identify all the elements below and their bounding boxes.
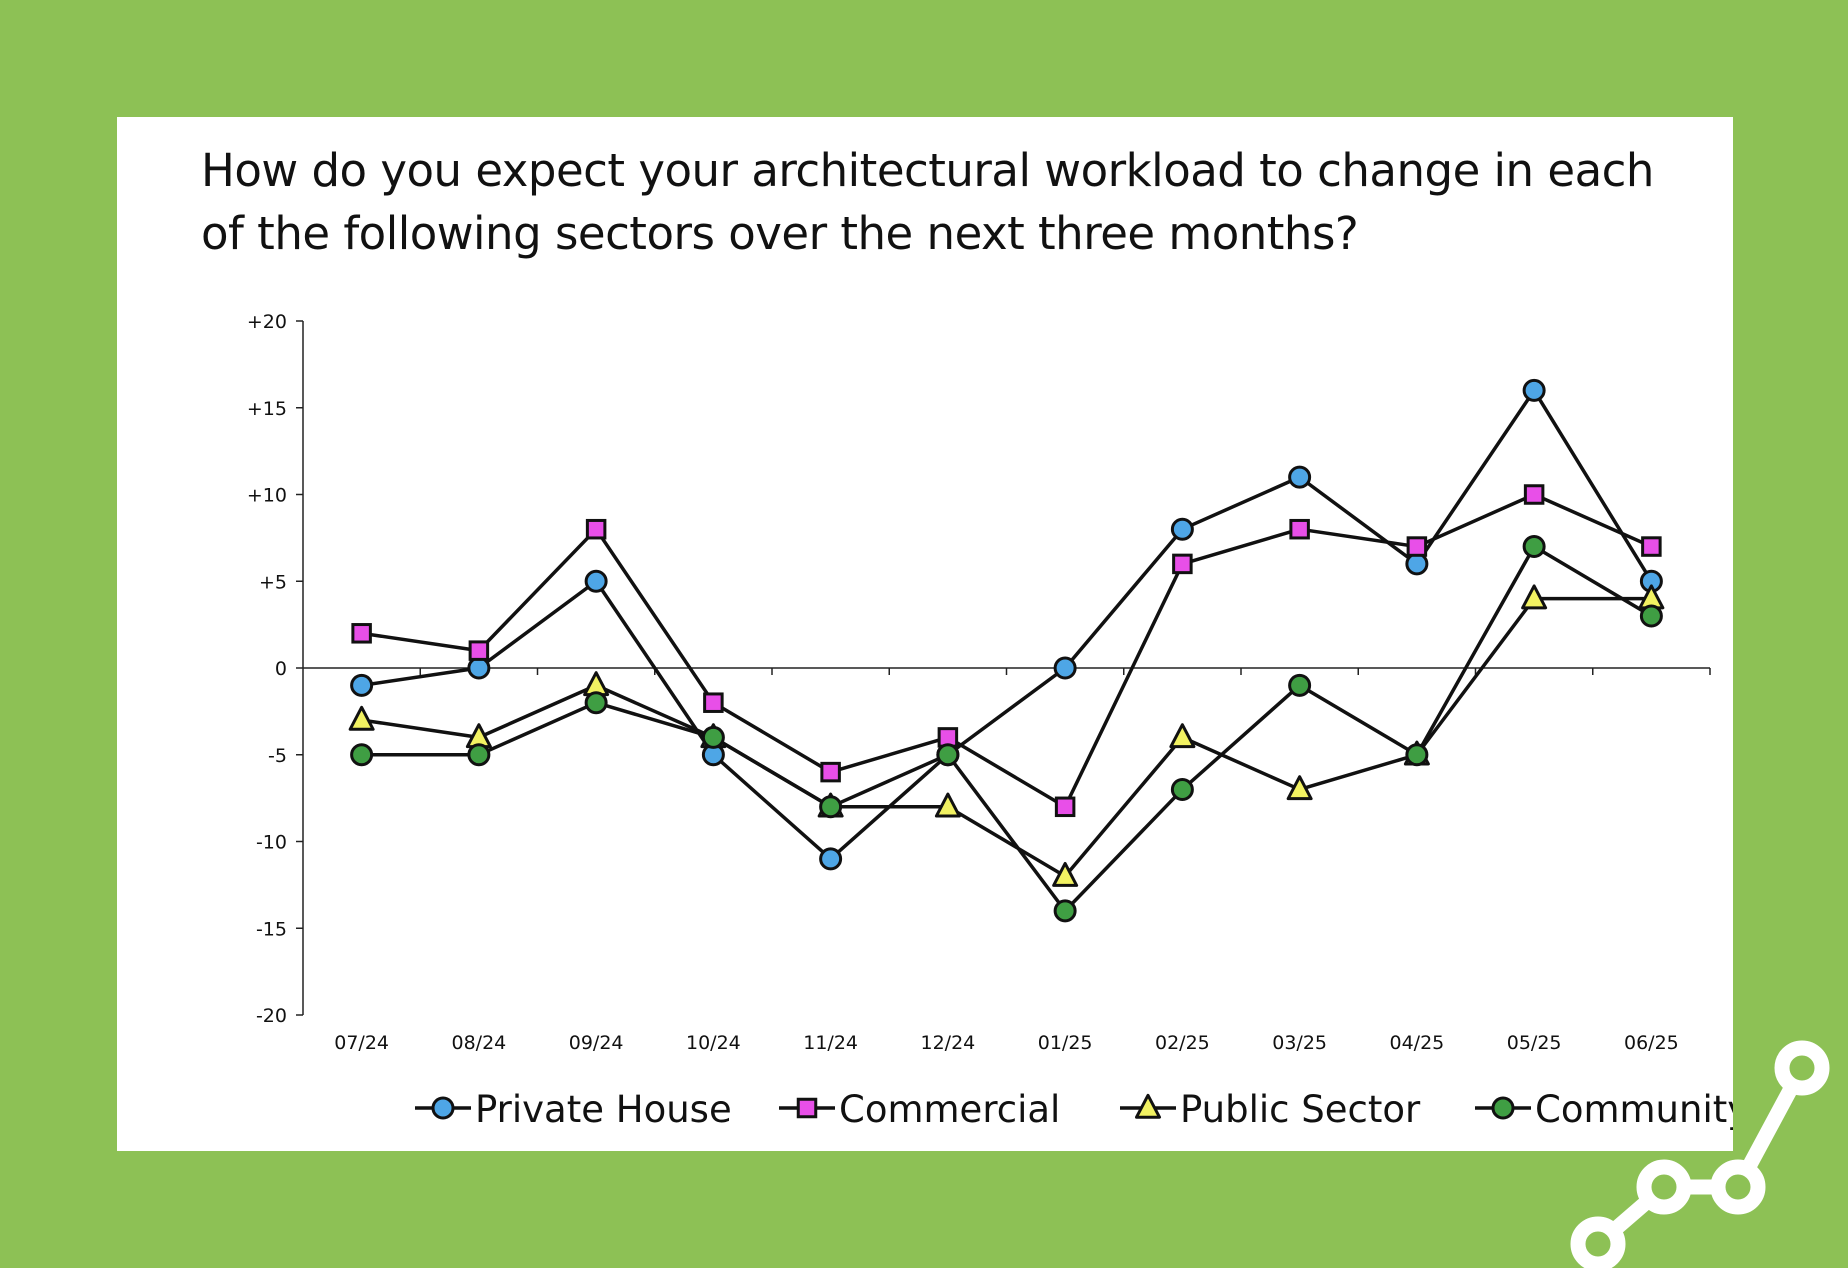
data-point [1053, 899, 1077, 923]
data-point [701, 725, 725, 749]
data-point [585, 518, 607, 540]
data-point [936, 743, 960, 767]
data-point [350, 743, 374, 767]
x-tick-label: 10/24 [686, 1032, 741, 1054]
x-tick-label: 01/25 [1038, 1032, 1093, 1054]
x-tick-label: 11/24 [803, 1032, 858, 1054]
data-point [467, 743, 491, 767]
x-tick-label: 03/25 [1272, 1032, 1327, 1054]
data-point [584, 569, 608, 593]
data-point [1522, 378, 1546, 402]
series-public-sector [361, 596, 1652, 878]
data-point [1053, 656, 1077, 680]
data-point [1289, 518, 1310, 540]
data-point [584, 691, 608, 715]
y-tick-label: +20 [247, 311, 287, 333]
data-point [1286, 775, 1313, 801]
data-point [1288, 465, 1312, 489]
data-point [703, 692, 724, 713]
data-point [1170, 777, 1194, 801]
series-private-house [361, 388, 1653, 861]
legend-marker [1135, 1093, 1161, 1119]
data-point [1170, 517, 1194, 541]
chart-title: How do you expect your architectural wor… [201, 144, 1654, 260]
data-point [350, 673, 374, 697]
data-point [1523, 484, 1545, 505]
x-tick-label: 02/25 [1155, 1032, 1210, 1054]
data-point [934, 792, 961, 818]
data-point [1054, 796, 1076, 818]
data-point [468, 640, 490, 661]
legend-item-public-sector: Public Sector [1120, 1088, 1421, 1131]
data-point [1405, 743, 1429, 767]
x-tick-label: 12/24 [920, 1032, 975, 1054]
x-tick-label: 04/25 [1389, 1032, 1444, 1054]
line-chart: +20 +15 +10 +5 0 -5 -10 -15 -20 07/24 08/24 09/24 10… [247, 311, 1733, 1131]
series-line [361, 596, 1652, 878]
data-point [1405, 552, 1429, 576]
series-commercial [361, 492, 1653, 809]
x-tick-label: 09/24 [569, 1032, 624, 1054]
legend-marker [431, 1096, 455, 1120]
series-layer [348, 378, 1665, 923]
y-tick-label: -20 [256, 1005, 287, 1027]
y-tick-label: -5 [268, 745, 287, 767]
data-point [1406, 536, 1428, 557]
y-tick-label: -15 [256, 918, 287, 940]
series-line [361, 544, 1653, 913]
legend-label: Private House [475, 1088, 732, 1131]
legend-marker [796, 1097, 818, 1119]
markers-commercial [351, 484, 1662, 818]
y-tick-label: +10 [247, 485, 287, 507]
data-point [1288, 673, 1312, 697]
data-point [467, 656, 491, 680]
y-tick-label: +15 [247, 398, 287, 420]
y-tick-label: -10 [256, 832, 287, 854]
data-point [819, 847, 843, 871]
series-community [361, 544, 1653, 913]
series-line [361, 388, 1653, 861]
legend-item-commercial: Commercial [779, 1088, 1060, 1131]
markers-private-house [350, 378, 1663, 871]
y-tick-label: +5 [259, 571, 287, 593]
x-tick-label: 08/24 [451, 1032, 506, 1054]
data-point [819, 795, 843, 819]
y-tick-label: 0 [275, 658, 287, 680]
node-graph-decoration-icon [1570, 1040, 1830, 1268]
data-point [820, 761, 841, 783]
markers-community [350, 535, 1663, 923]
data-point [348, 705, 375, 731]
legend-label: Community [1535, 1088, 1733, 1131]
x-tick-label: 05/25 [1507, 1032, 1562, 1054]
x-tick-label: 06/25 [1624, 1032, 1679, 1054]
data-point [1522, 535, 1546, 559]
chart-card: How do you expect your architectural wor… [117, 117, 1733, 1151]
legend-marker [1491, 1096, 1515, 1120]
series-line [361, 492, 1653, 809]
legend-label: Commercial [839, 1088, 1060, 1131]
data-point [1641, 536, 1662, 557]
data-point [1052, 861, 1079, 887]
data-point [1169, 723, 1196, 749]
x-tick-label: 07/24 [334, 1032, 389, 1054]
data-point [1521, 584, 1548, 610]
legend: Private House Commercial Public Sector Comm… [415, 1088, 1733, 1131]
data-point [1639, 604, 1663, 628]
legend-item-community: Community [1475, 1088, 1733, 1131]
data-point [1172, 553, 1193, 575]
legend-label: Public Sector [1180, 1088, 1421, 1131]
legend-item-private-house: Private House [415, 1088, 732, 1131]
axes: +20 +15 +10 +5 0 -5 -10 -15 -20 07/24 08/24 09/24 10… [247, 311, 1711, 1054]
data-point [351, 623, 372, 644]
